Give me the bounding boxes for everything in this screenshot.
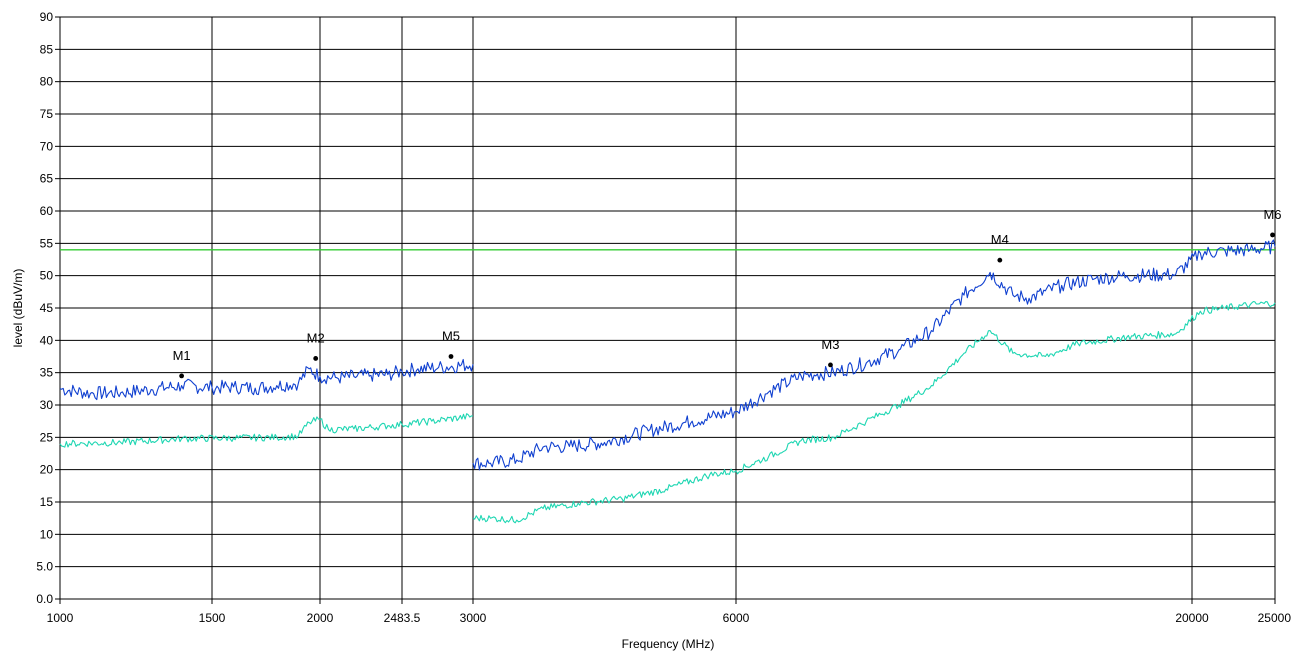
y-tick-label: 25 — [40, 430, 54, 444]
marker-label: M4 — [991, 232, 1009, 247]
x-tick-label: 6000 — [723, 611, 750, 625]
series-group — [59, 239, 1276, 524]
x-tick-label: 1500 — [199, 611, 226, 625]
x-tick-label: 25000 — [1258, 611, 1292, 625]
y-tick-label: 0.0 — [36, 592, 53, 606]
marker-point — [448, 354, 454, 359]
y-tick-label: 10 — [40, 527, 54, 541]
y-tick-label: 65 — [40, 172, 54, 186]
y-tick-label: 90 — [40, 10, 54, 24]
x-tick-label: 1000 — [47, 611, 74, 625]
x-tick-label: 3000 — [460, 611, 487, 625]
series-line — [59, 239, 1276, 471]
y-tick-label: 45 — [40, 301, 54, 315]
y-tick-label: 30 — [40, 398, 54, 412]
marker-label: M5 — [442, 329, 460, 344]
x-tick-label: 2483.5 — [384, 611, 421, 625]
y-tick-labels: 0.0 5.0 10 15 20 25 30 35 40 45 50 55 60 65 70 75 80 85 90 — [36, 10, 53, 606]
x-tick-labels: 1000 1500 2000 2483.5 3000 6000 20000 25000 — [47, 611, 1292, 625]
marker-point — [997, 257, 1003, 263]
y-tick-label: 35 — [40, 366, 54, 380]
y-tick-label: 15 — [40, 495, 54, 509]
y-gridlines — [55, 16, 1275, 600]
marker-label: M1 — [173, 348, 191, 363]
y-tick-label: 40 — [40, 333, 54, 347]
y-tick-label: 75 — [40, 107, 54, 121]
marker-point — [179, 373, 185, 379]
y-tick-label: 85 — [40, 42, 54, 56]
y-tick-label: 50 — [40, 269, 54, 283]
markers-group: M1 M2 M5 M3 M4 M6 — [173, 207, 1282, 379]
marker-label: M3 — [821, 337, 839, 352]
y-tick-label: 20 — [40, 463, 54, 477]
y-tick-label: 60 — [40, 204, 54, 218]
x-tick-label: 2000 — [307, 611, 334, 625]
y-tick-label: 5.0 — [36, 560, 53, 574]
marker-label: M2 — [307, 330, 325, 345]
x-gridlines — [59, 17, 1276, 604]
x-tick-label: 20000 — [1175, 611, 1209, 625]
y-tick-label: 80 — [40, 75, 54, 89]
marker-label: M6 — [1263, 207, 1281, 222]
marker-point — [313, 356, 319, 361]
x-axis-title: Frequency (MHz) — [622, 637, 715, 651]
marker-point — [1270, 232, 1275, 238]
y-axis-title: level (dBuV/m) — [11, 269, 25, 348]
series-line — [59, 301, 1276, 524]
y-tick-label: 55 — [40, 236, 54, 250]
marker-point — [828, 362, 833, 368]
y-tick-label: 70 — [40, 139, 54, 153]
